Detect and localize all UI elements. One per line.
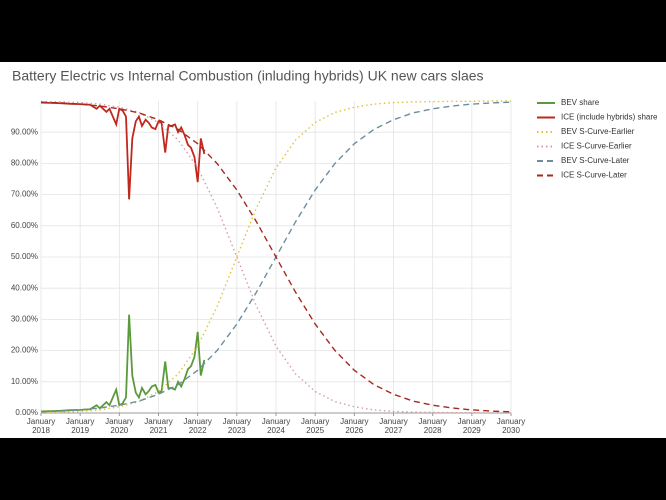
- chart-title: Battery Electric vs Internal Combustion …: [12, 68, 484, 84]
- y-tick-label: 30.00%: [11, 315, 38, 324]
- x-tick-label: January 2020: [105, 417, 133, 435]
- y-tick-label: 0.00%: [15, 408, 38, 417]
- legend-label: ICE (include hybrids) share: [561, 113, 658, 122]
- legend-label: ICE S-Curve-Earlier: [561, 142, 632, 151]
- legend-label: BEV share: [561, 98, 600, 107]
- x-tick-label: January 2023: [223, 417, 251, 435]
- y-tick-label: 10.00%: [11, 377, 38, 386]
- series-line: [40, 314, 206, 413]
- chart-background: [0, 62, 666, 438]
- y-tick-label: 40.00%: [11, 283, 38, 292]
- series-line: [40, 101, 512, 413]
- x-tick-label: January 2022: [183, 417, 211, 435]
- x-tick-label: January 2026: [340, 417, 368, 435]
- y-tick-label: 80.00%: [11, 159, 38, 168]
- x-tick-label: January 2019: [66, 417, 94, 435]
- x-tick-label: January 2025: [301, 417, 329, 435]
- y-tick-label: 90.00%: [11, 127, 38, 136]
- x-tick-label: January 2024: [262, 417, 290, 435]
- x-tick-label: January 2030: [497, 417, 525, 435]
- x-tick-label: January 2029: [458, 417, 486, 435]
- y-tick-label: 60.00%: [11, 221, 38, 230]
- x-tick-label: January 2027: [379, 417, 407, 435]
- x-tick-label: January 2018: [27, 417, 55, 435]
- x-tick-label: January 2028: [418, 417, 446, 435]
- x-tick-label: January 2021: [144, 417, 172, 435]
- y-tick-label: 70.00%: [11, 190, 38, 199]
- legend-label: BEV S-Curve-Later: [561, 156, 630, 165]
- series-line: [40, 101, 206, 200]
- legend-label: ICE S-Curve-Later: [561, 171, 627, 180]
- y-tick-label: 50.00%: [11, 252, 38, 261]
- y-tick-label: 20.00%: [11, 346, 38, 355]
- legend-label: BEV S-Curve-Earlier: [561, 127, 635, 136]
